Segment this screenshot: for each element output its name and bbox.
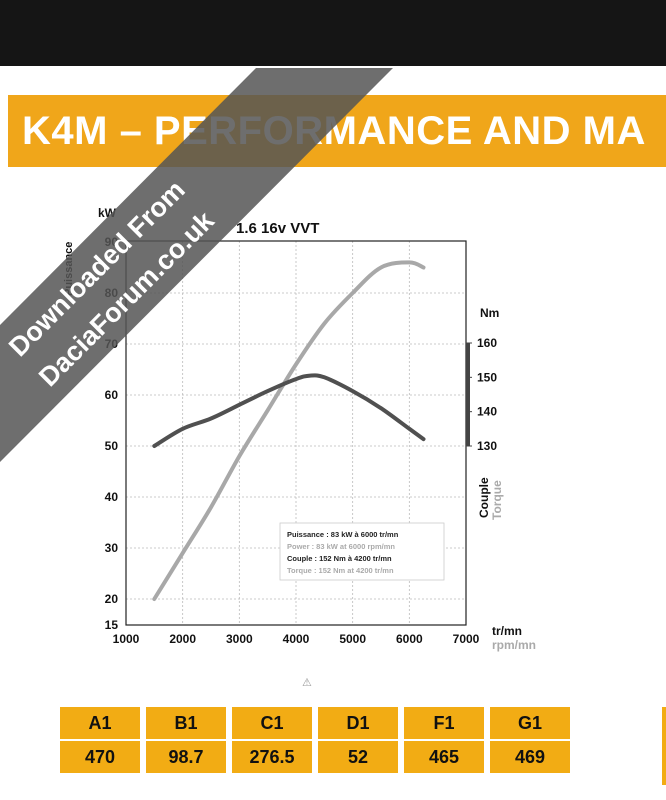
series-line-couple	[152, 373, 426, 448]
x-label: tr/mn	[492, 624, 522, 638]
y-right-label: Couple	[477, 477, 491, 518]
x-tick-label: 4000	[283, 632, 310, 646]
chart-legend: Puissance : 83 kW à 6000 tr/mn Power : 8…	[279, 522, 445, 581]
table-header-cell: C1	[232, 707, 312, 741]
legend-line-4: Torque : 152 Nm at 4200 tr/mn	[287, 566, 394, 575]
y-right-tick-label: 130	[477, 439, 497, 453]
top-bar	[0, 0, 666, 66]
y-left-unit: kW	[98, 206, 117, 220]
y-left-tick-label: 15	[105, 618, 119, 632]
y-left-tick-label: 80	[105, 286, 119, 300]
y-right-label-2: Torque	[490, 480, 504, 520]
legend-line-3: Couple : 152 Nm à 4200 tr/mn	[287, 554, 392, 563]
spec-table: A1 B1 C1 D1 F1 G1 470 98.7 276.5 52 465 …	[54, 707, 576, 773]
x-label-2: rpm/mn	[492, 638, 536, 652]
warning-icon: ⚠	[302, 677, 312, 689]
y-left-label: Puissance	[63, 242, 75, 296]
x-tick-label: 2000	[169, 632, 196, 646]
x-tick-label: 7000	[453, 632, 480, 646]
y-right-tick-label: 140	[477, 405, 497, 419]
y-left-tick-label: 90	[105, 235, 119, 249]
table-cell: 469	[490, 741, 570, 773]
y-right-tick-label: 150	[477, 370, 497, 384]
y-left-tick-label: 60	[105, 388, 119, 402]
x-tick-label: 6000	[396, 632, 423, 646]
y-left-tick-label: 40	[105, 490, 119, 504]
y-right-tick-label: 160	[477, 336, 497, 350]
legend-line-1: Puissance : 83 kW à 6000 tr/mn	[287, 530, 399, 539]
y-left-tick-label: 70	[105, 337, 119, 351]
x-tick-label: 1000	[113, 632, 140, 646]
table-header-cell: A1	[60, 707, 140, 741]
table-header-cell: G1	[490, 707, 570, 741]
table-header-row: A1 B1 C1 D1 F1 G1	[60, 707, 570, 741]
y-left-tick-label: 20	[105, 592, 119, 606]
chart-title: 1.6 16v VVT	[236, 220, 319, 237]
y-right-unit: Nm	[480, 306, 499, 320]
table-edge	[662, 707, 666, 785]
table-cell: 98.7	[146, 741, 226, 773]
table-cell: 52	[318, 741, 398, 773]
y-left-tick-label: 50	[105, 439, 119, 453]
table-cell: 276.5	[232, 741, 312, 773]
table-cell: 465	[404, 741, 484, 773]
table-cell: 470	[60, 741, 140, 773]
legend-box	[279, 522, 445, 581]
table-row: 470 98.7 276.5 52 465 469	[60, 741, 570, 773]
y-left-tick-label: 30	[105, 541, 119, 555]
x-tick-label: 5000	[339, 632, 366, 646]
table-header-cell: F1	[404, 707, 484, 741]
legend-line-2: Power : 83 kW at 6000 rpm/mn	[287, 542, 395, 551]
table-header-cell: D1	[318, 707, 398, 741]
table-header-cell: B1	[146, 707, 226, 741]
x-tick-label: 3000	[226, 632, 253, 646]
